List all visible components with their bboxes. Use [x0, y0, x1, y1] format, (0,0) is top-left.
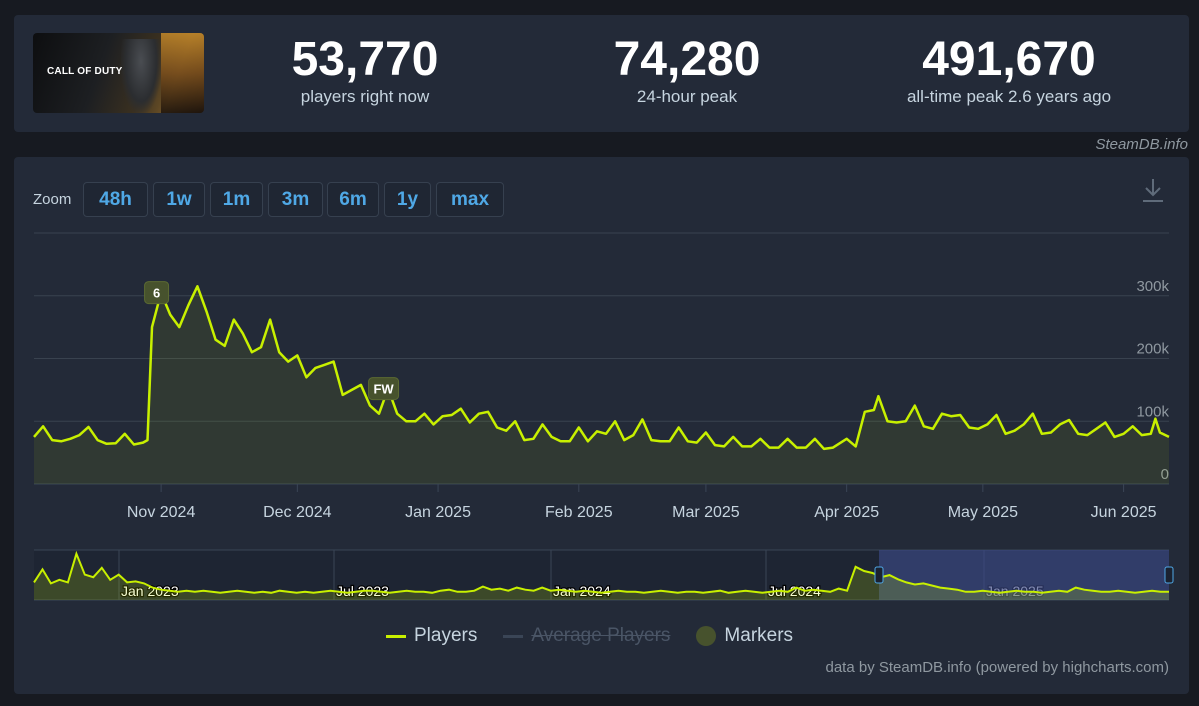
- legend-average-label: Average Players: [531, 625, 671, 646]
- game-logo-text: CALL OF DUTY: [47, 66, 123, 77]
- y-tick-label: 100k: [1136, 403, 1169, 420]
- zoom-label: Zoom: [33, 191, 72, 208]
- x-tick-label: Apr 2025: [814, 504, 879, 521]
- stat-24h-peak: 74,280 24-hour peak: [587, 35, 787, 107]
- legend-markers-label: Markers: [724, 625, 794, 646]
- legend-markers-swatch: [696, 626, 717, 646]
- legend-players[interactable]: Players: [386, 625, 477, 647]
- x-tick-label: Nov 2024: [127, 504, 196, 521]
- legend-markers[interactable]: Markers: [696, 625, 793, 647]
- players-area: [34, 286, 1169, 484]
- zoom-3m-button[interactable]: 3m: [268, 182, 323, 217]
- current-players-value: 53,770: [291, 33, 439, 86]
- y-tick-label: 0: [1161, 466, 1169, 483]
- zoom-48h-button[interactable]: 48h: [83, 182, 148, 217]
- chart-panel: 0 100k 200k 300k Nov 2024 Dec 2024 Jan 2025 Feb…: [14, 157, 1189, 694]
- navigator-line: [33, 550, 1169, 594]
- navigator-handle-left[interactable]: [874, 566, 884, 584]
- cover-soldier: [121, 39, 161, 113]
- event-marker-label: FW: [373, 382, 394, 397]
- x-tick-label: Feb 2025: [545, 504, 613, 521]
- current-players-label: players right now: [300, 87, 430, 106]
- player-count-chart: 0 100k 200k 300k Nov 2024 Dec 2024 Jan 2025 Feb…: [33, 232, 1174, 601]
- x-tick-label: May 2025: [948, 504, 1018, 521]
- zoom-1w-button[interactable]: 1w: [153, 182, 205, 217]
- x-tick-label: Jan 2025: [405, 504, 471, 521]
- peak-24h-value: 74,280: [613, 33, 761, 86]
- x-tick-label: Mar 2025: [672, 504, 740, 521]
- players-line[interactable]: [33, 285, 1170, 451]
- navigator-area: [34, 553, 1169, 600]
- navigator-handle-right[interactable]: [1164, 566, 1174, 584]
- zoom-1m-button[interactable]: 1m: [210, 182, 263, 217]
- steamdb-attribution[interactable]: SteamDB.info: [1095, 136, 1188, 153]
- stat-all-time-peak: 491,670 all-time peak 2.6 years ago: [874, 35, 1144, 107]
- event-marker-label: 6: [153, 286, 160, 301]
- chart-legend: Players Average Players Markers: [386, 625, 819, 647]
- game-cover-image[interactable]: CALL OF DUTY: [33, 33, 204, 113]
- chart-credits[interactable]: data by SteamDB.info (powered by highcha…: [825, 659, 1170, 676]
- all-time-peak-value: 491,670: [922, 33, 1096, 86]
- zoom-6m-button[interactable]: 6m: [327, 182, 379, 217]
- navigator-x-label: Jan 2023: [121, 583, 179, 599]
- peak-24h-label: 24-hour peak: [636, 87, 738, 106]
- y-tick-label: 200k: [1136, 341, 1169, 358]
- event-marker[interactable]: [144, 281, 170, 305]
- y-tick-label: 300k: [1136, 278, 1169, 295]
- all-time-peak-label: all-time peak 2.6 years ago: [906, 87, 1112, 106]
- event-marker[interactable]: [368, 377, 400, 401]
- download-icon[interactable]: [1138, 175, 1168, 205]
- cover-flare: [161, 33, 204, 113]
- x-tick-label: Jun 2025: [1091, 504, 1157, 521]
- legend-players-label: Players: [414, 625, 478, 646]
- navigator-x-label: Jul 2024: [768, 583, 821, 599]
- legend-players-swatch: [386, 634, 406, 638]
- legend-average-swatch: [503, 634, 524, 638]
- stats-panel: CALL OF DUTY 53,770 players right now 74…: [14, 15, 1189, 132]
- zoom-max-button[interactable]: max: [436, 182, 504, 217]
- stat-current-players: 53,770 players right now: [270, 35, 460, 107]
- legend-average-players[interactable]: Average Players: [503, 625, 670, 647]
- zoom-1y-button[interactable]: 1y: [384, 182, 431, 217]
- x-tick-label: Dec 2024: [263, 504, 332, 521]
